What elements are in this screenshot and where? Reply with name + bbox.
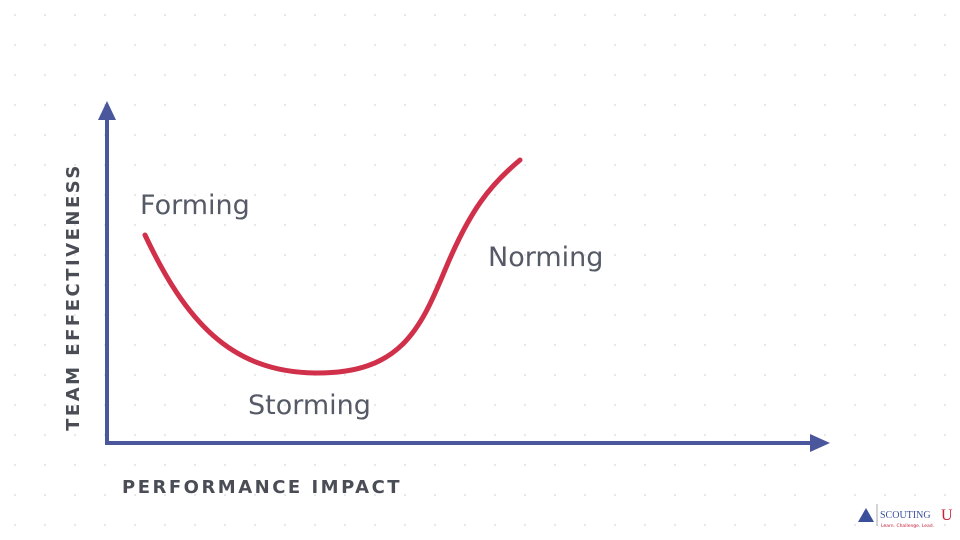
logo-name: SCOUTING	[880, 510, 931, 521]
x-axis-arrow	[810, 434, 830, 452]
logo: SCOUTING U Learn. Challenge. Lead.	[858, 504, 953, 529]
stage-label: Forming	[140, 190, 250, 221]
team-curve	[142, 157, 523, 376]
y-axis-arrow	[98, 101, 116, 120]
y-axis-label: TEAM EFFECTIVENESS	[63, 163, 84, 431]
logo-emblem	[858, 508, 874, 522]
x-axis-label: PERFORMANCE IMPACT	[122, 477, 402, 498]
stage-label: Storming	[248, 390, 371, 421]
logo-suffix: U	[941, 507, 953, 524]
stage-label: Norming	[488, 242, 603, 273]
logo-tagline: Learn. Challenge. Lead.	[881, 523, 934, 529]
